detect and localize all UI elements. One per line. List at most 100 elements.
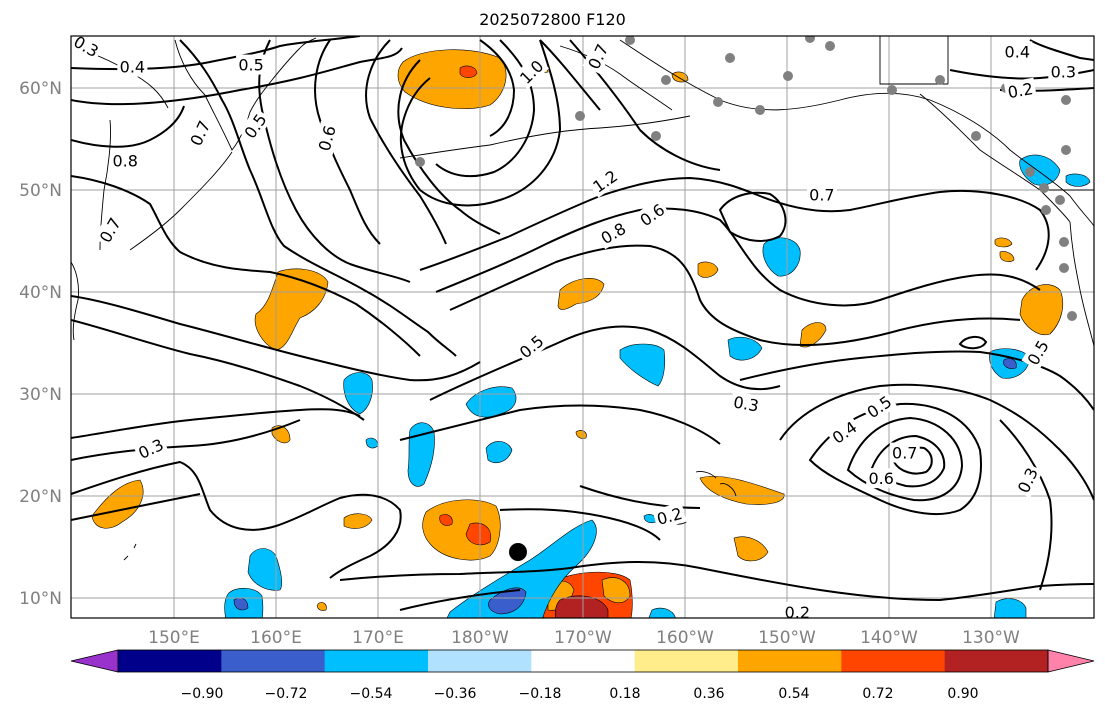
colorbar-segment (738, 650, 842, 672)
us-west-coast (1069, 221, 1094, 347)
colorbar-max-extension (1047, 649, 1095, 673)
contour-label-background (806, 184, 837, 205)
lon-label: 160°E (250, 628, 302, 648)
contour-label-background (513, 329, 550, 364)
negative-anomaly-patch (1065, 173, 1091, 187)
colorbar-segment (531, 650, 636, 672)
positive-anomaly-patch (699, 475, 785, 505)
longitude-labels: 150°E 160°E 170°E 180°W 170°W 160°W 150°… (148, 628, 1020, 648)
contour-label-background (1002, 41, 1033, 62)
lon-label: 170°E (352, 628, 404, 648)
contour-label: 0.3 (1051, 63, 1076, 82)
lat-label: 60°N (19, 79, 62, 99)
contour-label-background (826, 415, 863, 449)
graticule (71, 36, 1094, 618)
station-marker (651, 131, 661, 141)
contour-label: 0.5 (238, 56, 263, 75)
contour-line (846, 416, 964, 502)
contour-label-background (513, 54, 550, 90)
colorbar-tick-label: 0.72 (862, 686, 893, 702)
contour-label-background (1048, 61, 1079, 82)
contour-label-background (1012, 462, 1043, 498)
contour-label-background (132, 433, 169, 464)
contour-label-background (71, 36, 105, 63)
lon-label: 180°W (451, 628, 509, 648)
contour-label-background (1021, 334, 1054, 371)
positive-anomaly-patch (733, 536, 769, 562)
lon-label: 150°W (758, 628, 816, 648)
station-marker (1039, 183, 1049, 193)
contour-label-background (1003, 77, 1037, 103)
alaska-coast (619, 39, 1094, 227)
colorbar-tick-labels: −0.90 −0.72 −0.54 −0.36 −0.18 0.18 0.36 … (181, 686, 979, 702)
japan-coast (71, 261, 79, 341)
station-marker (1067, 311, 1077, 321)
contour-label-background (110, 150, 141, 171)
positive-anomaly-patch (575, 430, 587, 439)
contour-label: 0.6 (315, 123, 340, 153)
station-marker (1041, 205, 1051, 215)
contour-line (949, 69, 1094, 80)
station-marker (825, 41, 835, 51)
contour-label-background (889, 442, 920, 463)
lat-label: 30°N (19, 385, 62, 405)
contour-line (71, 319, 365, 421)
station-marker (415, 157, 425, 167)
colorbar-tick-label: 0.54 (778, 686, 809, 702)
lat-label: 50°N (19, 181, 62, 201)
contour-line (258, 39, 411, 283)
station-marker (971, 131, 981, 141)
contour-line (339, 561, 1094, 602)
contour-label: 0.4 (1005, 42, 1030, 61)
contour-line (179, 39, 457, 357)
colorbar-tick-label: 0.18 (609, 686, 640, 702)
negative-anomaly-patch (343, 372, 373, 415)
contour-label-background (184, 115, 216, 151)
contour-label: 0.5 (516, 331, 548, 362)
colorbar-border (117, 649, 1049, 673)
contour-line (365, 39, 447, 245)
colorbar-tick-label: −0.72 (265, 686, 308, 702)
contour-label: 0.4 (829, 417, 861, 447)
station-marker (755, 105, 765, 115)
contour-label: 0.6 (636, 200, 668, 230)
station-marker (625, 36, 635, 45)
colorbar (70, 649, 1095, 673)
station-marker (783, 71, 793, 81)
negative-anomaly-patch (365, 437, 379, 449)
contour-line (435, 207, 1041, 307)
station-marker (661, 75, 671, 85)
contour-line (399, 404, 721, 445)
lon-label: 150°E (148, 628, 200, 648)
contour-label: 0.5 (864, 392, 896, 422)
contour-label: 0.7 (892, 444, 917, 463)
contour-line (71, 460, 402, 579)
negative-anomaly-patch (993, 598, 1027, 618)
colorbar-segment (324, 650, 429, 672)
contour-label-background (93, 211, 127, 248)
canada-border (879, 36, 1094, 191)
station-marker (1061, 95, 1071, 105)
lon-label: 140°W (860, 628, 918, 648)
positive-anomaly-patch (994, 237, 1013, 248)
kamchatka-coast (174, 37, 317, 151)
contour-label: 0.2 (655, 504, 685, 529)
strong-negative-anomaly-patch (488, 587, 527, 615)
negative-anomaly-patch (485, 441, 513, 463)
contour-label: 1.0 (516, 56, 547, 87)
negative-anomaly-patch (619, 343, 666, 387)
colorbar-segment (221, 650, 326, 672)
contour-label-background (236, 54, 267, 75)
contour-label-background (595, 216, 632, 250)
negative-anomaly-patch (247, 548, 282, 591)
positive-anomaly-patch (697, 261, 719, 278)
contour-label-background (117, 56, 148, 77)
positive-anomaly-patch (91, 479, 144, 529)
map-frame (70, 35, 1095, 619)
plot-title: 2025072800 F120 (479, 10, 626, 29)
colorbar-tick-label: −0.54 (350, 686, 393, 702)
latitude-labels: 60°N 50°N 40°N 30°N 20°N 10°N (19, 79, 62, 609)
lat-label: 40°N (19, 283, 62, 303)
station-marker (1025, 167, 1035, 177)
